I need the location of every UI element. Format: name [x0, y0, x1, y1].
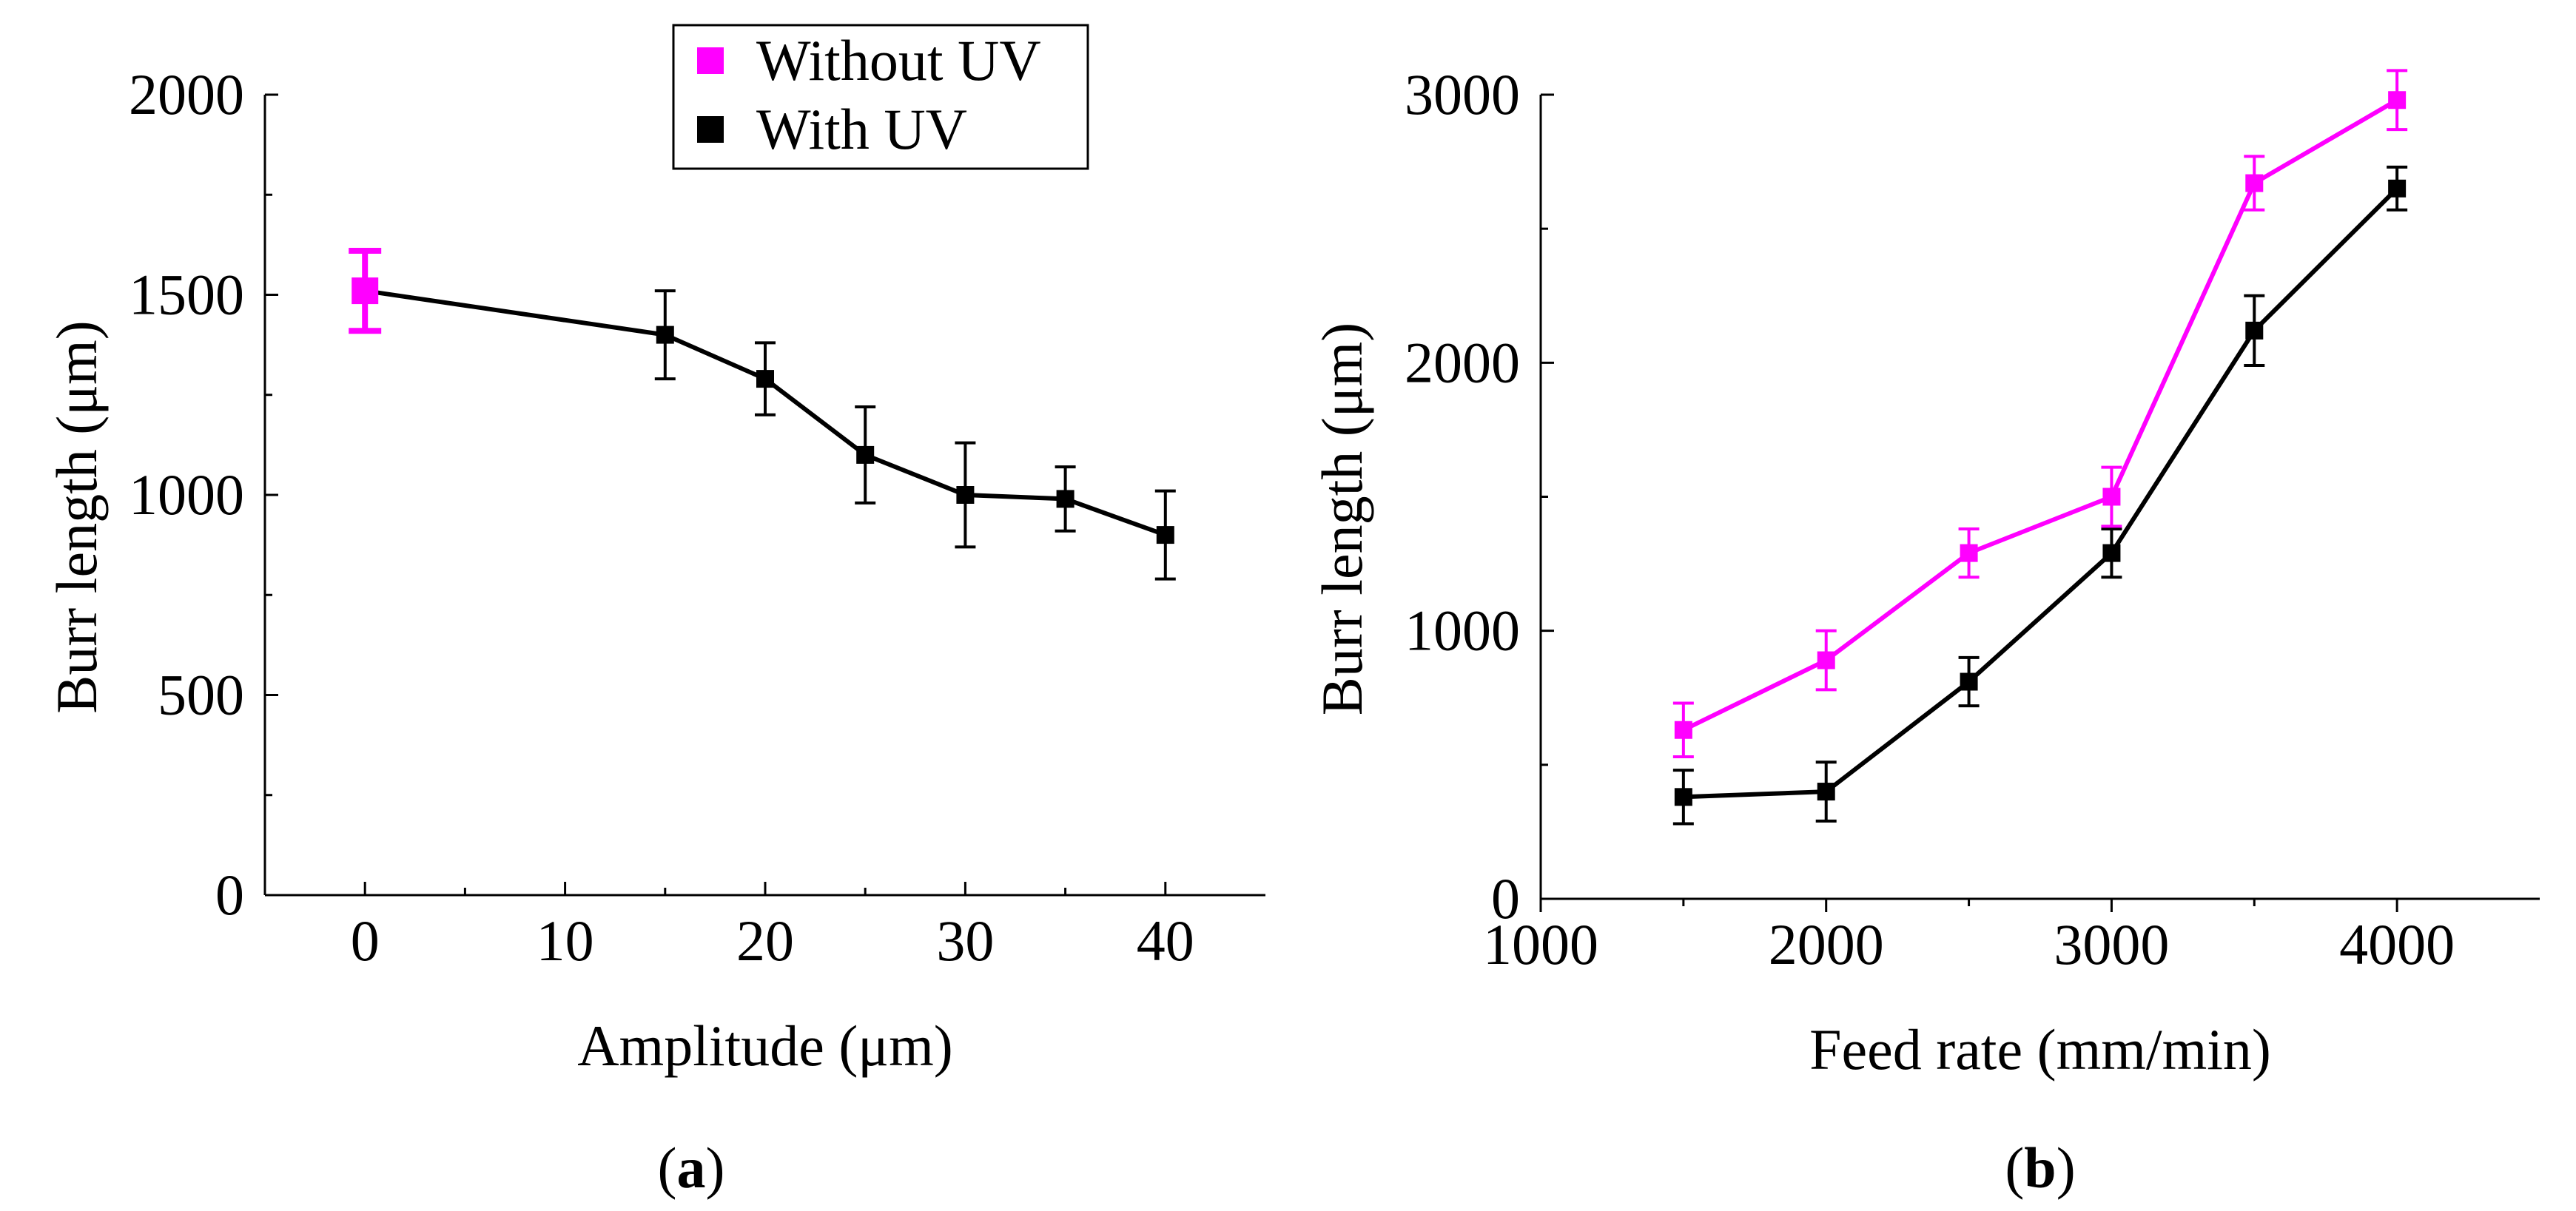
data-point-with-uv — [2102, 544, 2121, 562]
series-line-without-uv — [1682, 98, 2398, 732]
data-point-without-uv — [2388, 91, 2407, 109]
x-tick-label: 2000 — [1769, 912, 1884, 976]
data-point-with-uv — [1056, 490, 1075, 508]
legend-label: Without UV — [756, 28, 1041, 92]
data-point-without-uv — [1674, 721, 1692, 739]
x-tick-label: 0 — [351, 908, 380, 973]
y-axis-label: Burr length (μm) — [44, 320, 109, 713]
data-point-with-uv — [2388, 179, 2407, 198]
panel-label: (b) — [2005, 1136, 2075, 1200]
data-point-without-uv — [352, 277, 379, 305]
x-axis-label: Amplitude (μm) — [577, 1013, 953, 1078]
data-point-with-uv — [1817, 783, 1835, 801]
legend-box — [672, 24, 1089, 170]
x-tick-label: 4000 — [2339, 912, 2455, 976]
y-tick-label: 1000 — [1405, 598, 1520, 663]
y-tick-label: 3000 — [1405, 62, 1520, 127]
data-point-without-uv — [2102, 488, 2121, 506]
y-tick-label: 0 — [215, 863, 244, 927]
legend-marker-without-uv — [697, 47, 724, 74]
data-point-without-uv — [2245, 174, 2264, 192]
x-tick-label: 20 — [736, 908, 794, 973]
data-point-without-uv — [1960, 544, 1978, 562]
y-tick-label: 2000 — [1405, 330, 1520, 394]
data-point-with-uv — [856, 445, 875, 464]
data-point-without-uv — [1817, 651, 1835, 669]
y-tick-label: 500 — [158, 663, 244, 727]
legend-label: With UV — [756, 97, 967, 161]
data-point-with-uv — [756, 370, 774, 388]
data-point-with-uv — [1156, 526, 1174, 544]
panel-label: (a) — [658, 1136, 725, 1200]
x-tick-label: 40 — [1137, 908, 1194, 973]
series-line-with-uv — [1683, 186, 2399, 800]
data-point-with-uv — [2245, 321, 2264, 340]
y-tick-label: 1500 — [129, 263, 244, 327]
legend-marker-with-uv — [697, 116, 724, 143]
x-tick-label: 10 — [537, 908, 594, 973]
y-axis-label: Burr length (μm) — [1310, 323, 1374, 715]
data-point-with-uv — [656, 325, 674, 344]
x-tick-label: 1000 — [1483, 912, 1598, 976]
y-tick-label: 1000 — [129, 462, 244, 527]
y-tick-label: 0 — [1491, 866, 1520, 931]
chart-panel-a: 0 500 1000 1500 2000 0 10 20 30 40 Amplitude (μm) B… — [44, 62, 1265, 1200]
x-tick-label: 30 — [936, 908, 994, 973]
data-point-with-uv — [1960, 672, 1978, 691]
y-tick-label: 2000 — [129, 62, 244, 127]
data-point-with-uv — [956, 486, 975, 504]
x-tick-label: 3000 — [2054, 912, 2169, 976]
data-point-with-uv — [1674, 788, 1692, 806]
x-axis-label: Feed rate (mm/min) — [1809, 1017, 2271, 1082]
